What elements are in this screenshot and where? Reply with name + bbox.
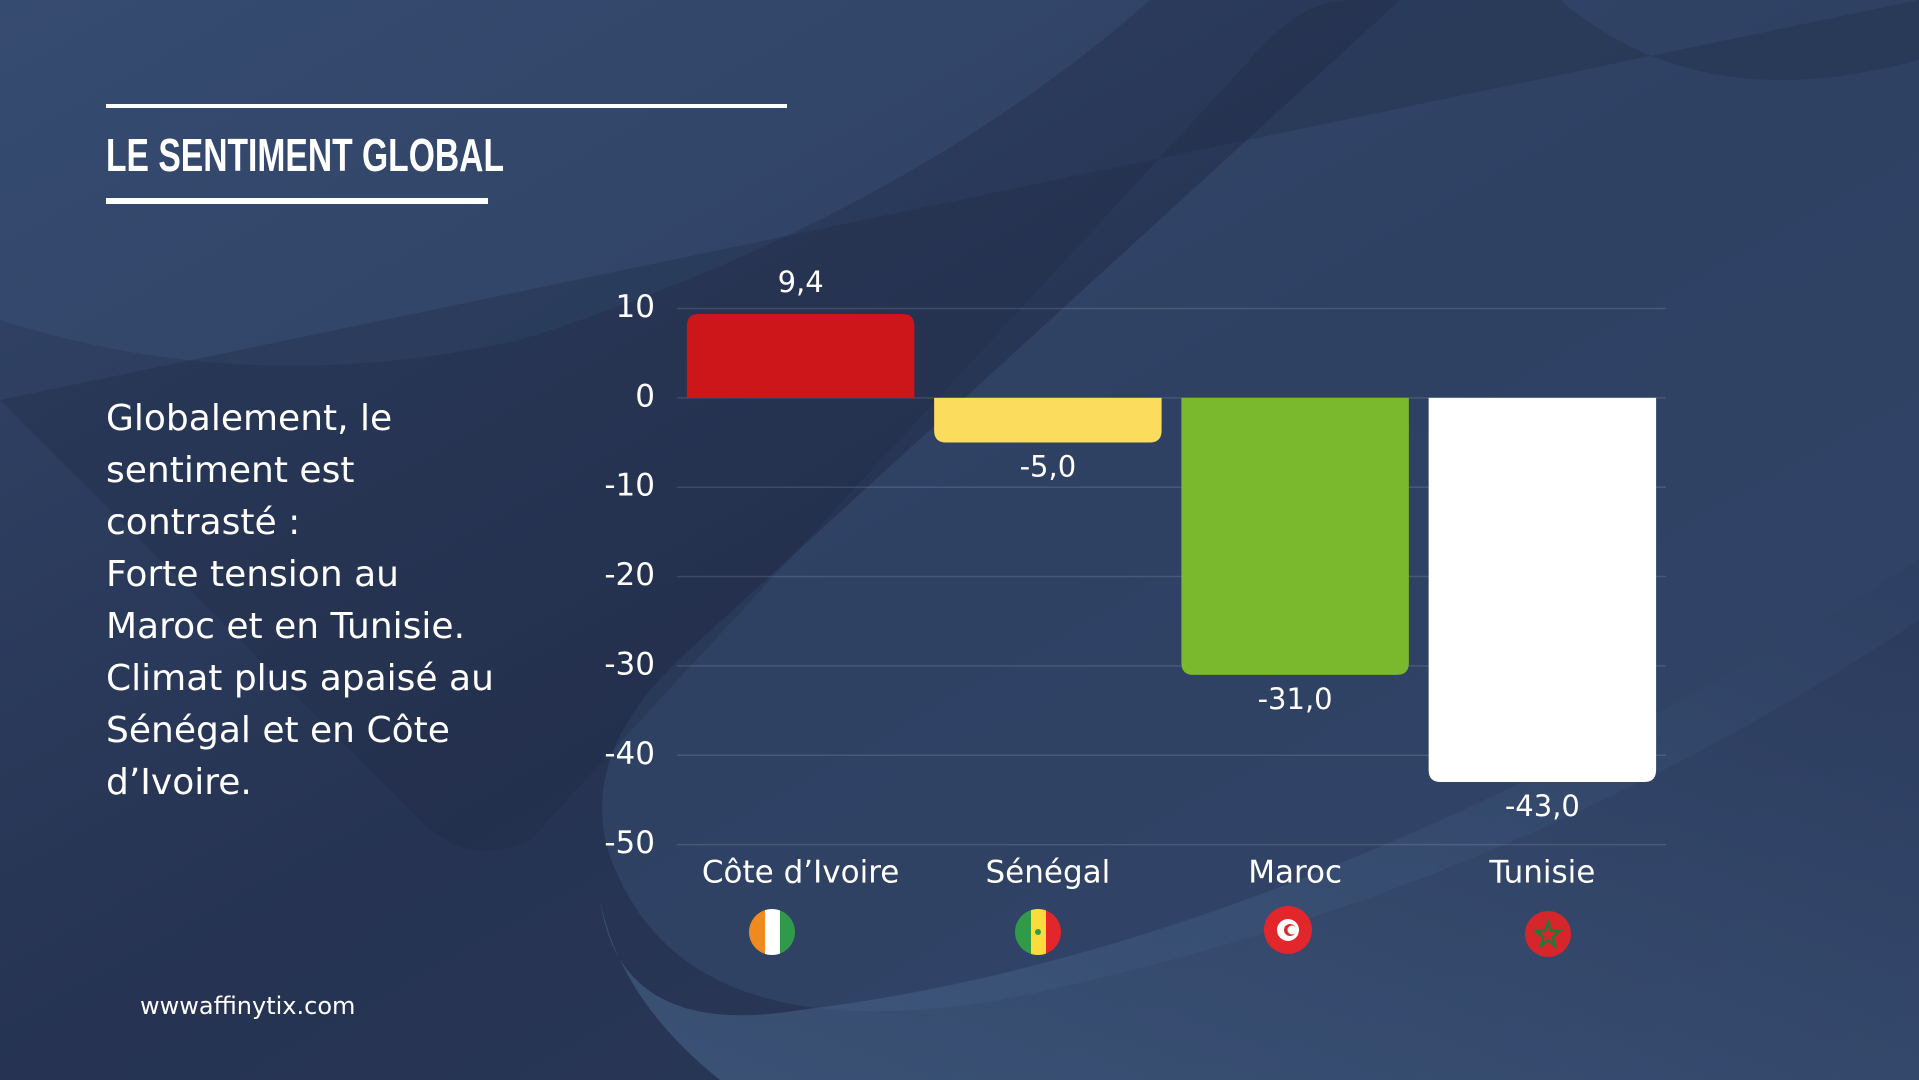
y-tick-label: -40 [604,736,655,772]
x-tick-label: Tunisie [1488,855,1595,891]
description-line: Globalement, le [106,398,392,439]
x-tick-label: Sénégal [985,855,1110,891]
value-label: -31,0 [1258,682,1333,716]
background-shape [0,0,1919,852]
description-line: Maroc et en Tunisie. [106,606,465,647]
flag-tunisia [1264,906,1312,954]
flag-morocco [1525,911,1571,957]
flag-senegal [1015,909,1061,955]
flag-cote-divoire [749,909,795,955]
x-tick-label: Côte d’Ivoire [702,855,899,891]
background-shape [600,560,1919,1080]
description: Globalement, le sentiment est contrasté : F… [106,398,494,803]
value-label: -43,0 [1505,789,1580,823]
value-label: -5,0 [1020,450,1077,484]
chart-title: LE SENTIMENT GLOBAL [106,129,504,181]
y-tick-label: -30 [604,646,655,682]
description-line: Sénégal et en Côte [106,710,450,751]
description-line: d’Ivoire. [106,762,252,803]
y-tick-label: -10 [604,468,655,504]
y-tick-label: 0 [635,378,655,414]
description-line: sentiment est [106,450,354,491]
description-line: Forte tension au [106,554,399,595]
bar [934,397,1162,443]
y-tick-label: 10 [616,289,655,325]
description-line: Climat plus apaisé au [106,658,494,699]
bar [686,313,915,398]
bar [1428,397,1657,783]
value-label: 9,4 [778,265,824,299]
footer: wwwaffinytix.com [140,992,355,1020]
bar [1181,397,1409,675]
y-tick-label: -20 [604,557,655,593]
y-tick-label: -50 [604,825,655,861]
description-line: contrasté : [106,502,300,543]
x-tick-label: Maroc [1248,855,1342,891]
